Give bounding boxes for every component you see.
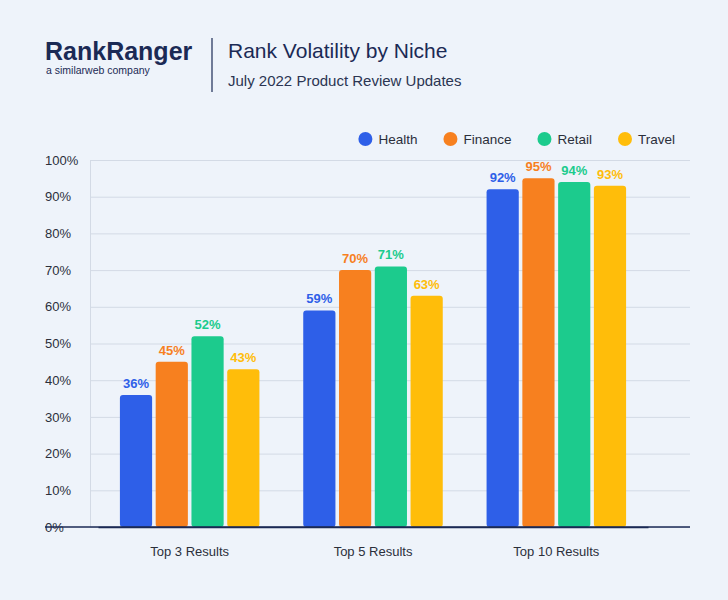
y-tick-label: 30%: [45, 410, 71, 425]
legend: Health Finance Retail Travel: [358, 132, 675, 147]
legend-item: Retail: [537, 132, 592, 147]
legend-item: Health: [358, 132, 417, 147]
bar: [156, 362, 188, 527]
y-axis: 0%10%20%30%40%50%60%70%80%90%100%: [45, 153, 690, 535]
chart-svg: RankRangera similarweb company Rank Volat…: [0, 0, 728, 600]
bar: [594, 186, 626, 527]
bar: [375, 266, 407, 527]
legend-swatch: [443, 132, 457, 146]
y-tick-label: 60%: [45, 299, 71, 314]
data-label: 92%: [490, 170, 516, 185]
header-separator: [211, 38, 212, 92]
y-tick-label: 90%: [45, 189, 71, 204]
x-axis: Top 3 Results Top 5 Results Top 10 Results: [99, 527, 649, 559]
brand-name: RankRanger: [45, 37, 193, 65]
legend-label: Retail: [557, 132, 592, 147]
data-label: 71%: [378, 247, 404, 262]
legend-label: Travel: [638, 132, 675, 147]
data-label: 52%: [195, 317, 221, 332]
x-tick-label: Top 5 Results: [334, 544, 413, 559]
y-tick-label: 70%: [45, 263, 71, 278]
y-tick-label: 10%: [45, 483, 71, 498]
legend-item: Finance: [443, 132, 511, 147]
data-label: 36%: [123, 376, 149, 391]
legend-swatch: [358, 132, 372, 146]
grid-line: [90, 160, 690, 161]
legend-swatch: [618, 132, 632, 146]
y-tick-label: 20%: [45, 446, 71, 461]
title: Rank Volatility by Niche: [228, 39, 447, 62]
y-tick-label: 100%: [45, 153, 79, 168]
data-label: 93%: [597, 167, 623, 182]
legend-label: Finance: [463, 132, 511, 147]
bar: [487, 189, 519, 527]
bar: [191, 336, 223, 527]
data-labels: 36% 59% 92% 45% 70% 95% 52% 71% 94% 43% 63% 93%: [123, 159, 623, 391]
y-tick-label: 80%: [45, 226, 71, 241]
subtitle: July 2022 Product Review Updates: [228, 72, 461, 89]
y-tick: 100%: [45, 153, 690, 168]
legend-item: Travel: [618, 132, 675, 147]
data-label: 95%: [525, 159, 551, 174]
data-label: 70%: [342, 251, 368, 266]
legend-label: Health: [378, 132, 417, 147]
y-tick: 90%: [45, 189, 690, 204]
x-tick: Top 3 Results: [150, 527, 229, 559]
x-tick: Top 10 Results: [513, 527, 599, 559]
data-label: 94%: [561, 163, 587, 178]
bar: [227, 369, 259, 527]
data-label: 63%: [414, 277, 440, 292]
bar: [303, 310, 335, 527]
x-tick-label: Top 3 Results: [150, 544, 229, 559]
data-label: 45%: [159, 343, 185, 358]
bar: [120, 395, 152, 527]
bar: [558, 182, 590, 527]
legend-swatch: [537, 132, 551, 146]
x-tick-label: Top 10 Results: [513, 544, 599, 559]
brand-tagline: a similarweb company: [46, 64, 151, 76]
y-tick-label: 50%: [45, 336, 71, 351]
bar: [411, 296, 443, 527]
y-tick-label: 40%: [45, 373, 71, 388]
chart-container: RankRangera similarweb company Rank Volat…: [0, 0, 728, 600]
data-label: 59%: [306, 291, 332, 306]
bars: [120, 178, 626, 527]
x-tick: Top 5 Results: [334, 527, 413, 559]
background: [0, 0, 728, 600]
bar: [522, 178, 554, 527]
bar: [339, 270, 371, 527]
y-tick: 80%: [45, 226, 690, 241]
data-label: 43%: [230, 350, 256, 365]
baseline: [45, 526, 690, 528]
